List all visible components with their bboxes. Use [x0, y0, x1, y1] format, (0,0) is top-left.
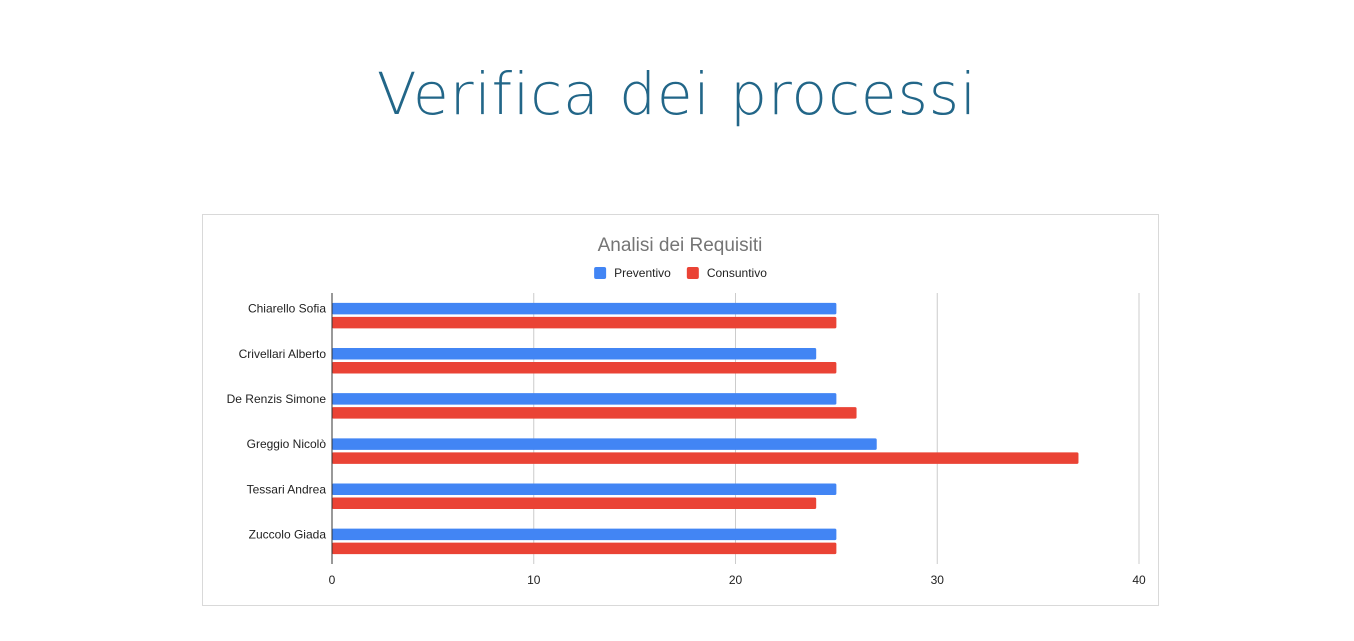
bar-preventivo-de-renzis-simone	[332, 393, 837, 405]
gridlines	[533, 293, 1140, 564]
bar-consuntivo-greggio-nicolo	[332, 452, 1079, 464]
chart-title: Analisi dei Requisiti	[598, 235, 763, 256]
category-label-chiarello-sofia: Chiarello Sofia	[248, 302, 326, 316]
bar-preventivo-zuccolo-giada	[332, 528, 837, 541]
bar-chart: Analisi dei Requisiti Preventivo Consunti…	[227, 235, 1146, 587]
bar-consuntivo-de-renzis-simone	[332, 407, 857, 419]
chart-container: Analisi dei Requisiti Preventivo Consunti…	[202, 214, 1159, 606]
bar-consuntivo-crivellari-alberto	[332, 362, 837, 374]
category-label-tessari-andrea: Tessari Andrea	[247, 482, 327, 496]
category-label-de-renzis-simone: De Renzis Simone	[227, 392, 327, 406]
category-label-zuccolo-giada: Zuccolo Giada	[249, 527, 327, 541]
bar-preventivo-greggio-nicolo	[332, 438, 877, 450]
bar-consuntivo-chiarello-sofia	[332, 316, 837, 329]
x-tick-label-40: 40	[1132, 573, 1146, 587]
legend-swatch-consuntivo	[686, 267, 699, 279]
bar-preventivo-chiarello-sofia	[332, 302, 837, 315]
bars	[332, 302, 1079, 555]
x-tick-label-30: 30	[931, 573, 945, 587]
bar-consuntivo-zuccolo-giada	[332, 542, 837, 555]
category-labels: Chiarello Sofia Crivellari Alberto De Renz…	[227, 302, 327, 542]
legend-label-preventivo: Preventivo	[614, 266, 671, 280]
category-label-crivellari-alberto: Crivellari Alberto	[239, 347, 327, 361]
x-tick-labels: 0 10 20 30 40	[329, 573, 1146, 587]
legend-item-preventivo: Preventivo	[594, 266, 671, 280]
slide-title: Verifica dei processi	[376, 60, 978, 128]
x-tick-label-0: 0	[329, 573, 336, 587]
bar-preventivo-crivellari-alberto	[332, 348, 817, 360]
x-tick-label-20: 20	[729, 573, 743, 587]
category-label-greggio-nicolo: Greggio Nicolò	[247, 437, 327, 451]
bar-consuntivo-tessari-andrea	[332, 497, 817, 509]
x-tick-label-10: 10	[527, 573, 541, 587]
legend-swatch-preventivo	[594, 267, 607, 279]
legend-item-consuntivo: Consuntivo	[686, 266, 767, 280]
chart-legend: Preventivo Consuntivo	[594, 266, 767, 280]
legend-label-consuntivo: Consuntivo	[707, 266, 767, 280]
bar-preventivo-tessari-andrea	[332, 483, 837, 495]
